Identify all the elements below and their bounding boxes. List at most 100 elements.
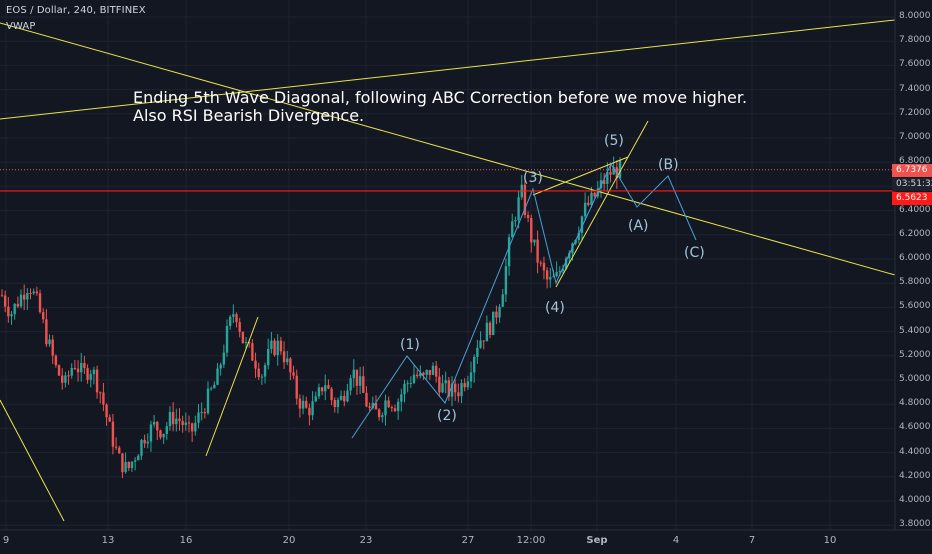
candle-body	[609, 172, 612, 175]
candle-body	[181, 421, 184, 426]
wave-label-c: (C)	[684, 245, 705, 261]
candle-body	[612, 167, 615, 175]
candle-body	[19, 294, 23, 307]
candle-body	[434, 365, 438, 377]
candle-body	[564, 258, 568, 269]
candle-body	[320, 387, 324, 392]
candle-body	[336, 399, 340, 407]
candle-body	[371, 403, 374, 408]
time-tick-label: 4	[672, 535, 680, 546]
candle-body	[64, 375, 67, 383]
price-tick-label: 3.8000	[899, 519, 931, 530]
candle-body	[511, 221, 514, 238]
candle-body	[526, 215, 530, 218]
price-tick-label: 6.8000	[899, 156, 931, 167]
candle-body	[384, 400, 387, 416]
candle-layer	[0, 156, 622, 478]
candle-body	[469, 372, 473, 382]
candle-body	[482, 340, 485, 342]
candle-body	[377, 409, 381, 418]
candle-body	[583, 202, 587, 217]
candle-body	[273, 340, 276, 356]
candle-body	[330, 388, 333, 401]
time-tick-label: 7	[748, 535, 756, 546]
indicator-label-vwap[interactable]: VWAP	[6, 21, 36, 32]
candle-body	[267, 348, 270, 366]
candle-body	[222, 352, 226, 365]
candle-body	[308, 407, 311, 416]
candle-body	[89, 373, 92, 380]
wedge-upper-trendline	[532, 156, 629, 196]
price-tick-label: 6.0000	[899, 253, 931, 263]
annotation-line-2: Also RSI Bearish Divergence.	[133, 106, 365, 125]
candle-body	[137, 455, 140, 461]
candle-body	[590, 192, 593, 205]
candle-body	[419, 372, 422, 377]
candle-body	[406, 383, 409, 385]
candle-body	[194, 422, 197, 432]
candle-body	[216, 368, 219, 385]
candle-body	[80, 363, 83, 373]
candle-body	[552, 276, 555, 278]
candle-body	[488, 322, 492, 335]
candle-body	[368, 406, 371, 408]
candle-body	[530, 217, 533, 243]
candle-body	[346, 390, 349, 402]
candle-body	[0, 295, 4, 297]
candle-body	[517, 197, 520, 221]
candle-body	[501, 294, 504, 307]
candle-body	[403, 383, 406, 395]
candle-body	[86, 367, 89, 380]
candle-body	[92, 369, 96, 374]
candle-body	[561, 268, 565, 272]
candle-body	[209, 388, 213, 390]
candle-body	[232, 314, 235, 317]
candle-body	[140, 439, 143, 456]
price-tick-label: 6.4000	[899, 204, 931, 215]
candle-body	[289, 358, 292, 373]
descending-trendline	[0, 22, 896, 276]
candle-body	[339, 395, 343, 400]
price-tick-label: 5.2000	[899, 349, 931, 360]
candle-body	[457, 392, 460, 397]
candle-body	[355, 369, 359, 386]
candle-body	[298, 398, 302, 409]
time-tick-label: 20	[282, 535, 296, 546]
candle-body	[57, 365, 61, 376]
candle-body	[577, 232, 580, 240]
candle-body	[159, 430, 162, 438]
candle-body	[156, 421, 159, 431]
candle-body	[495, 311, 498, 318]
candle-body	[305, 400, 308, 408]
candle-body	[187, 422, 191, 424]
candle-body	[507, 237, 511, 267]
price-tick-label: 7.6000	[899, 59, 931, 70]
candle-body	[51, 339, 54, 356]
candle-body	[438, 376, 441, 393]
candle-body	[184, 422, 188, 426]
annotation-line-1: Ending 5th Wave Diagonal, following ABC …	[133, 88, 748, 107]
candle-body	[422, 372, 425, 375]
candle-body	[473, 356, 476, 373]
price-tick-label: 7.4000	[899, 83, 931, 94]
candle-body	[257, 368, 260, 377]
candle-body	[102, 392, 105, 405]
candle-body	[479, 340, 482, 348]
candle-body	[387, 400, 390, 408]
wave-label-1: (1)	[400, 337, 420, 353]
candle-body	[381, 415, 384, 418]
chart-title: EOS / Dollar, 240, BITFINEX	[6, 5, 146, 16]
time-tick-label: 9	[2, 535, 10, 546]
candle-body	[358, 376, 362, 386]
candle-body	[295, 375, 298, 399]
annotation-text[interactable]: Ending 5th Wave Diagonal, following ABC …	[133, 89, 747, 125]
candle-body	[13, 303, 16, 315]
candle-body	[165, 426, 168, 434]
candle-body	[108, 417, 111, 422]
wave-label-b: (B)	[658, 157, 679, 173]
candle-body	[539, 262, 542, 264]
candle-body	[533, 239, 536, 243]
candle-body	[396, 401, 400, 411]
